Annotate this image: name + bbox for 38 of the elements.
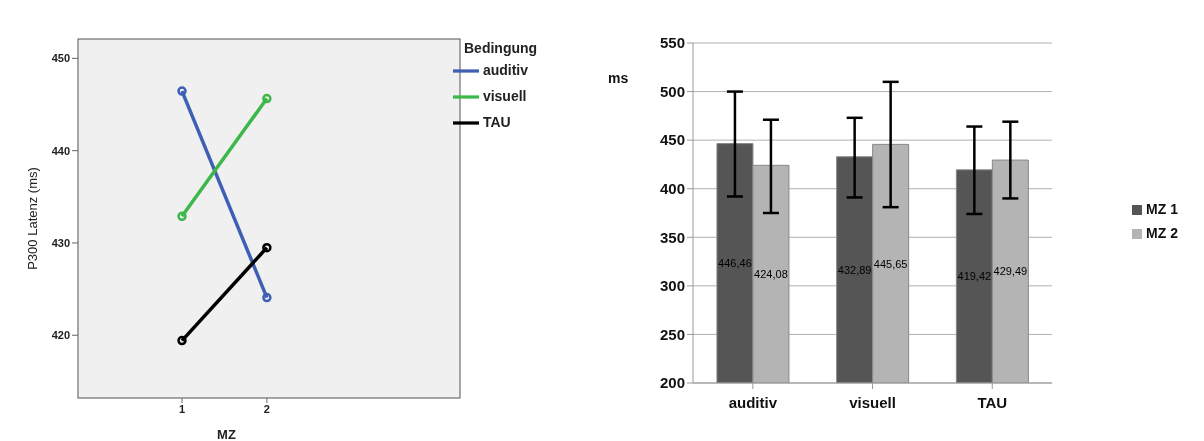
y-tick-label: 200 xyxy=(659,374,685,392)
y-tick-label: 420 xyxy=(51,329,70,342)
legend-label: TAU xyxy=(482,113,511,130)
data-label: 419,42 xyxy=(957,270,992,283)
data-label: 424,08 xyxy=(754,268,788,281)
legend-label: visuell xyxy=(482,87,527,104)
y-axis-title: ms xyxy=(608,69,629,86)
point xyxy=(262,242,272,253)
data-label: 445,65 xyxy=(873,257,908,270)
point xyxy=(177,335,187,346)
legend-label: MZ 1 xyxy=(1146,200,1178,217)
x-tick-label: 2 xyxy=(263,402,270,415)
data-label: 446,46 xyxy=(718,257,752,270)
legend-label: MZ 2 xyxy=(1146,224,1178,241)
y-tick-label: 430 xyxy=(51,236,70,249)
point xyxy=(177,211,187,222)
y-tick-label: 450 xyxy=(51,52,70,65)
point xyxy=(262,93,272,104)
x-tick-label: TAU xyxy=(977,393,1008,411)
x-tick-label: auditiv xyxy=(728,393,778,411)
x-tick-label: 1 xyxy=(178,402,186,415)
legend-title: Bedingung xyxy=(464,40,538,56)
y-tick-label: 440 xyxy=(51,144,70,157)
legend-label: auditiv xyxy=(482,61,528,78)
y-tick-label: 350 xyxy=(659,228,685,246)
y-tick-label: 550 xyxy=(659,34,685,52)
point xyxy=(177,86,187,96)
y-axis-title: P300 Latenz (ms) xyxy=(24,167,40,270)
x-tick-label: visuell xyxy=(849,393,896,411)
y-tick-label: 250 xyxy=(659,325,685,343)
y-tick-label: 400 xyxy=(659,180,685,198)
point xyxy=(262,292,272,303)
y-tick-label: 500 xyxy=(659,82,685,100)
y-tick-label: 300 xyxy=(659,277,685,295)
data-label: 429,49 xyxy=(993,265,1028,278)
x-axis-title: MZ xyxy=(217,427,236,441)
y-tick-label: 450 xyxy=(659,131,685,149)
data-label: 432,89 xyxy=(837,263,872,276)
